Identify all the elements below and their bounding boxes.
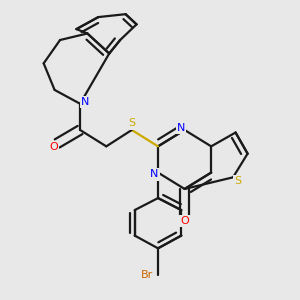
Text: S: S: [234, 176, 241, 186]
Text: O: O: [180, 216, 189, 226]
Text: N: N: [177, 123, 185, 133]
Text: Br: Br: [141, 269, 153, 280]
Text: O: O: [49, 142, 58, 152]
Text: S: S: [128, 118, 135, 128]
Text: N: N: [81, 97, 90, 107]
Text: N: N: [150, 169, 159, 179]
